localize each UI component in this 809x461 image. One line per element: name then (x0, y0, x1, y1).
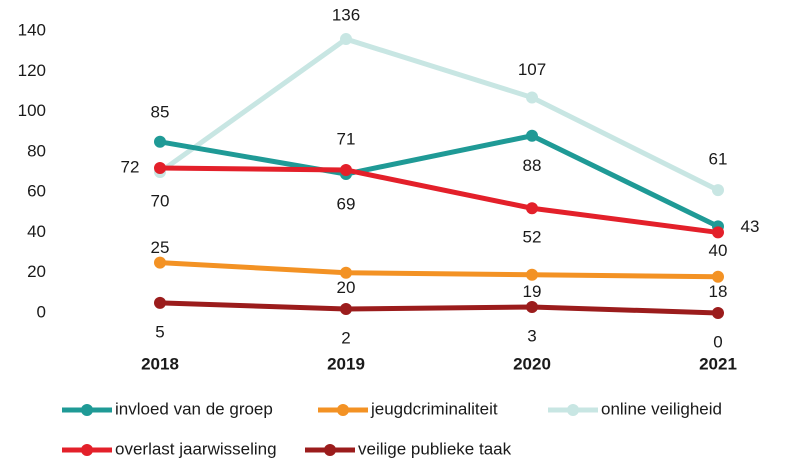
data-label: 25 (151, 238, 170, 257)
x-tick-label: 2021 (699, 354, 737, 373)
y-tick-label: 100 (18, 101, 46, 120)
y-tick-label: 0 (37, 302, 46, 321)
legend-label: overlast jaarwisseling (115, 439, 277, 458)
data-point (154, 135, 166, 148)
data-label: 72 (121, 157, 140, 176)
y-tick-label: 140 (18, 20, 46, 39)
legend-label: online veiligheid (601, 399, 722, 418)
data-point (712, 226, 724, 239)
y-tick-label: 20 (27, 262, 46, 281)
x-tick-label: 2020 (513, 354, 551, 373)
x-tick-label: 2019 (327, 354, 365, 373)
data-label: 40 (709, 241, 728, 260)
data-point (340, 302, 352, 315)
data-point (340, 266, 352, 279)
data-label: 69 (337, 194, 356, 213)
data-label: 107 (518, 60, 546, 79)
data-label: 0 (713, 332, 722, 351)
data-label: 88 (523, 156, 542, 175)
series-line (159, 300, 719, 316)
data-label: 19 (523, 282, 542, 301)
data-label: 5 (155, 322, 164, 341)
series-line (158, 36, 720, 193)
data-label: 43 (741, 217, 760, 236)
data-label: 70 (151, 191, 170, 210)
legend-swatch-marker (324, 444, 336, 456)
legend-label: veilige publieke taak (358, 439, 512, 458)
legend-label: invloed van de groep (115, 399, 273, 418)
data-point (526, 91, 538, 104)
data-point (526, 300, 538, 313)
data-point (526, 202, 538, 215)
series-line (159, 260, 719, 280)
data-point (154, 296, 166, 309)
legend-label: jeugdcriminaliteit (370, 399, 498, 418)
data-point (526, 129, 538, 142)
y-tick-label: 60 (27, 182, 46, 201)
data-label: 85 (151, 102, 170, 121)
data-point (154, 161, 166, 174)
x-tick-label: 2018 (141, 354, 179, 373)
data-point (712, 270, 724, 283)
legend-swatch-marker (81, 404, 93, 416)
data-point (712, 307, 724, 319)
data-label: 136 (332, 6, 360, 25)
y-tick-label: 40 (27, 222, 46, 241)
data-label: 61 (709, 150, 728, 169)
data-label: 18 (709, 282, 728, 301)
data-point (340, 33, 352, 46)
data-label: 3 (527, 326, 536, 345)
data-label: 2 (341, 328, 350, 347)
legend-swatch-marker (567, 404, 579, 416)
data-point (340, 163, 352, 176)
series-line (159, 165, 719, 235)
data-point (154, 256, 166, 269)
legend-swatch-marker (337, 404, 349, 416)
data-point (526, 268, 538, 281)
data-label: 20 (337, 278, 356, 297)
data-point (712, 184, 724, 197)
series-line (159, 133, 720, 229)
data-label: 52 (523, 228, 542, 247)
y-tick-label: 80 (27, 141, 46, 160)
legend-swatch-marker (81, 444, 93, 456)
y-tick-label: 120 (18, 61, 46, 80)
data-label: 71 (337, 129, 356, 148)
